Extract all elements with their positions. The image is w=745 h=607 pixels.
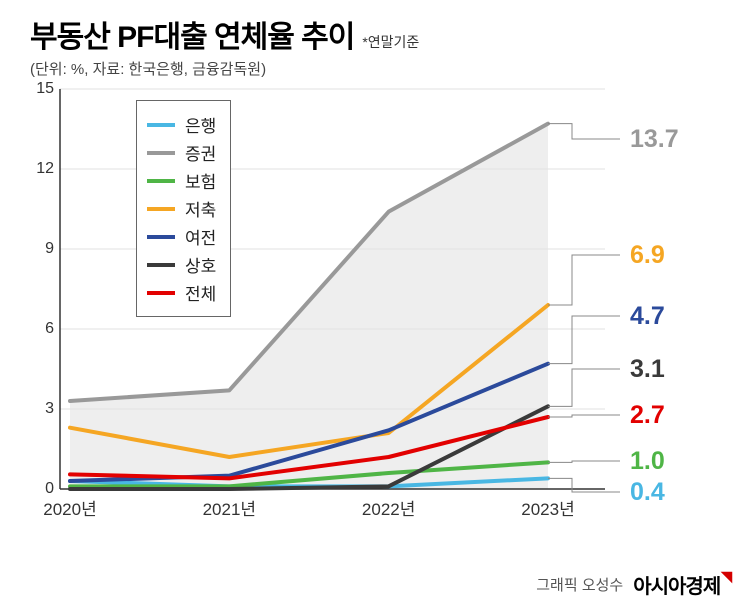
legend-swatch [147,235,175,239]
legend-label: 보험 [185,168,216,193]
y-tick-label: 3 [30,400,54,418]
x-tick-label: 2021년 [203,495,256,520]
legend-label: 여전 [185,224,216,249]
legend-item: 상호 [147,252,216,277]
leader-line [548,461,620,462]
legend-swatch [147,151,175,155]
legend-swatch [147,179,175,183]
chart-subtitle: (단위: %, 자료: 한국은행, 금융감독원) [30,58,715,79]
title-note: *연말기준 [362,32,419,52]
y-tick-label: 9 [30,240,54,258]
y-tick-label: 12 [30,160,54,178]
legend-item: 전체 [147,280,216,305]
brand-text: 아시아경제 [633,570,720,599]
legend-swatch [147,123,175,127]
legend-label: 전체 [185,280,216,305]
x-tick-label: 2023년 [521,495,574,520]
plot-area: 03691215 2020년2021년2022년2023년 0.413.71.0… [30,89,715,519]
leader-line [548,369,620,406]
chart-container: 부동산 PF대출 연체율 추이 *연말기준 (단위: %, 자료: 한국은행, … [30,12,715,582]
legend-item: 증권 [147,140,216,165]
legend-label: 증권 [185,140,216,165]
brand-mark-icon: ◥ [721,568,731,585]
legend-swatch [147,263,175,267]
legend-swatch [147,207,175,211]
leader-line [548,478,620,492]
leader-line [548,255,620,305]
leader-line [548,316,620,364]
credit-row: 그래픽 오성수 아시아경제 ◥ [536,570,731,599]
legend-label: 상호 [185,252,216,277]
legend-item: 보험 [147,168,216,193]
leader-line [548,415,620,417]
legend-label: 은행 [185,112,216,137]
legend-item: 저축 [147,196,216,221]
leader-line [548,124,620,139]
y-tick-label: 15 [30,80,54,98]
y-tick-label: 6 [30,320,54,338]
legend-swatch [147,291,175,295]
legend-item: 은행 [147,112,216,137]
chart-title: 부동산 PF대출 연체율 추이 [30,12,354,56]
title-row: 부동산 PF대출 연체율 추이 *연말기준 [30,12,715,56]
x-tick-label: 2022년 [362,495,415,520]
credit-brand: 아시아경제 ◥ [633,570,731,599]
legend-label: 저축 [185,196,216,221]
credit-author: 그래픽 오성수 [536,574,623,595]
x-tick-label: 2020년 [43,495,96,520]
legend: 은행증권보험저축여전상호전체 [136,100,231,317]
legend-item: 여전 [147,224,216,249]
